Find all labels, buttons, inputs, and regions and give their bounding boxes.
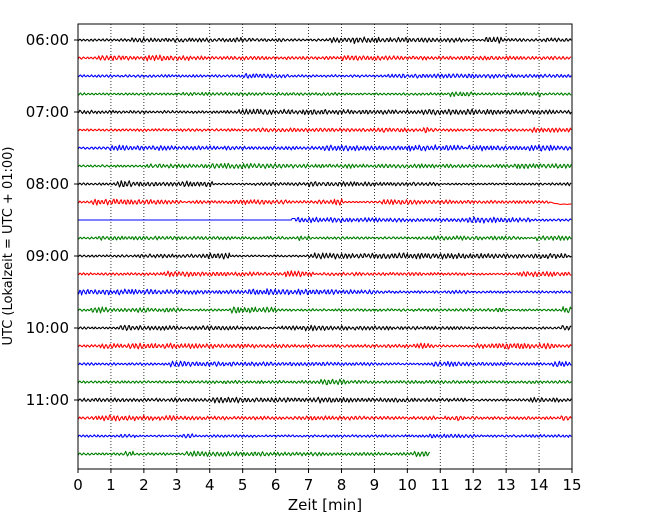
x-tick-label: 2 <box>139 476 149 494</box>
trace-line <box>77 306 572 314</box>
x-tick-label: 3 <box>172 476 182 494</box>
y-axis-label: UTC (Lokalzeit = UTC + 01:00) <box>1 147 16 346</box>
trace-line <box>77 36 572 45</box>
y-tick-label: 10:00 <box>26 319 69 337</box>
x-axis: 0 1 2 3 4 5 6 7 8 9 10 11 12 13 14 15 <box>73 469 582 494</box>
x-tick-label: 12 <box>464 476 483 494</box>
plot-frame <box>77 23 573 470</box>
x-tick-label: 0 <box>73 476 83 494</box>
x-tick-label: 7 <box>304 476 314 494</box>
trace-line <box>77 180 572 188</box>
trace-line <box>77 162 572 170</box>
trace-line <box>77 414 572 422</box>
y-tick-label: 11:00 <box>26 391 69 409</box>
trace-line <box>77 235 572 242</box>
trace-line <box>77 450 431 458</box>
trace-line <box>77 396 572 404</box>
trace-line <box>77 108 572 116</box>
trace-line <box>77 198 572 206</box>
trace-line <box>77 324 572 332</box>
trace-line <box>77 127 572 134</box>
x-tick-label: 8 <box>337 476 347 494</box>
x-axis-label: Zeit [min] <box>288 496 362 514</box>
trace-line <box>77 252 572 260</box>
x-tick-label: 4 <box>205 476 215 494</box>
trace-line <box>77 433 572 439</box>
x-tick-label: 15 <box>562 476 581 494</box>
y-tick-label: 09:00 <box>26 247 69 265</box>
y-tick-label: 07:00 <box>26 103 69 121</box>
y-axis: 06:00 07:00 08:00 09:00 10:00 11:00 <box>26 31 78 409</box>
x-tick-label: 9 <box>370 476 380 494</box>
trace-line <box>77 360 572 368</box>
y-tick-label: 06:00 <box>26 31 69 49</box>
x-tick-label: 13 <box>497 476 516 494</box>
x-tick-label: 5 <box>238 476 248 494</box>
trace-line <box>77 378 572 386</box>
grid-lines <box>110 24 540 469</box>
y-tick-label: 08:00 <box>26 175 69 193</box>
trace-line <box>77 288 572 296</box>
trace-line <box>77 73 572 79</box>
x-tick-label: 11 <box>431 476 450 494</box>
trace-line <box>77 144 572 152</box>
trace-line <box>77 342 572 350</box>
trace-group <box>77 36 572 458</box>
x-tick-label: 10 <box>398 476 417 494</box>
x-tick-label: 6 <box>271 476 281 494</box>
trace-line <box>77 54 572 62</box>
trace-line <box>77 270 572 278</box>
trace-line <box>78 216 572 224</box>
x-tick-label: 1 <box>106 476 116 494</box>
trace-line <box>77 91 572 98</box>
x-tick-label: 14 <box>530 476 549 494</box>
